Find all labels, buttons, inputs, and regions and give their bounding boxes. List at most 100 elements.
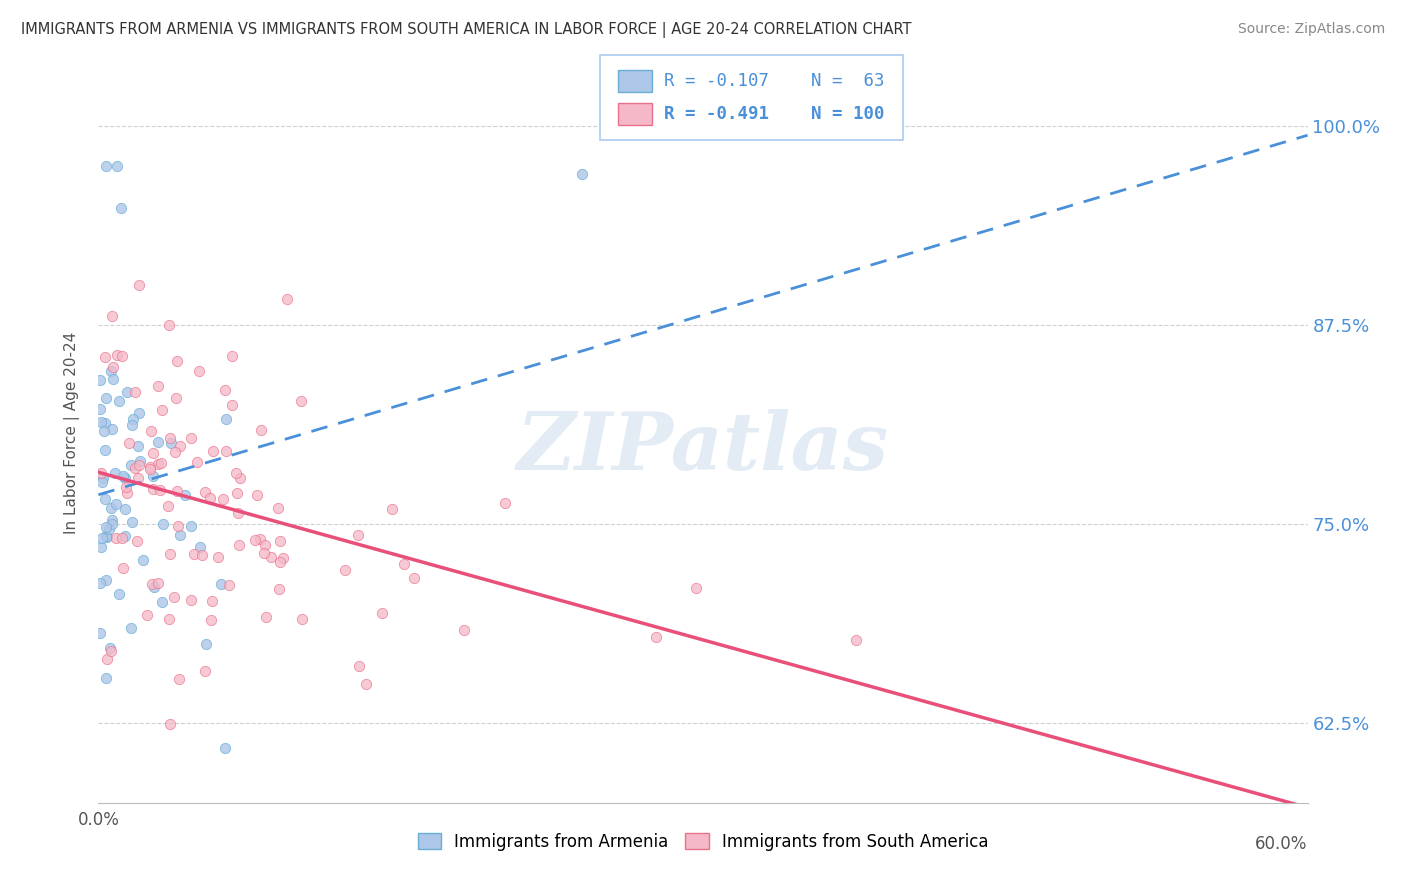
Point <box>165 392 187 406</box>
Point <box>644 630 666 644</box>
Point <box>214 740 236 755</box>
Point <box>96 529 118 543</box>
Point <box>111 561 134 575</box>
Point <box>180 431 202 445</box>
Point <box>94 492 117 507</box>
Point <box>269 582 291 596</box>
Text: IMMIGRANTS FROM ARMENIA VS IMMIGRANTS FROM SOUTH AMERICA IN LABOR FORCE | AGE 20: IMMIGRANTS FROM ARMENIA VS IMMIGRANTS FR… <box>21 22 911 38</box>
Point <box>138 459 160 474</box>
Point <box>90 541 112 555</box>
Point <box>226 507 249 521</box>
Point <box>115 385 138 400</box>
Point <box>114 480 136 494</box>
Point <box>89 625 111 640</box>
Text: R = -0.107    N =  63: R = -0.107 N = 63 <box>664 72 884 90</box>
Point <box>381 502 404 516</box>
Point <box>100 644 122 658</box>
Point <box>91 531 114 545</box>
Point <box>335 563 357 577</box>
Point <box>157 318 180 333</box>
Point <box>96 652 118 666</box>
Point <box>121 418 143 433</box>
Point <box>494 496 516 510</box>
Point <box>128 458 150 473</box>
Point <box>200 613 222 627</box>
Point <box>392 558 415 572</box>
Text: ZIPatlas: ZIPatlas <box>517 409 889 486</box>
Point <box>142 483 165 497</box>
Point <box>128 278 150 293</box>
Point <box>94 391 117 405</box>
Point <box>207 550 229 565</box>
Point <box>221 349 243 363</box>
Point <box>96 530 118 544</box>
Point <box>104 531 127 545</box>
Point <box>110 531 132 545</box>
Point <box>93 417 115 431</box>
Point <box>115 485 138 500</box>
Point <box>142 445 165 459</box>
Point <box>141 424 163 438</box>
Point <box>291 612 314 626</box>
Point <box>243 533 266 547</box>
Point <box>160 435 183 450</box>
Point <box>169 528 191 542</box>
Point <box>128 406 150 420</box>
Point <box>195 637 218 651</box>
Point <box>111 349 134 363</box>
Point <box>94 520 117 534</box>
Point <box>229 471 252 485</box>
Point <box>215 443 238 458</box>
Point <box>93 424 115 438</box>
Point <box>90 466 112 480</box>
Point <box>94 573 117 587</box>
Point <box>143 581 166 595</box>
Point <box>253 545 276 559</box>
Point <box>246 487 269 501</box>
Point <box>105 348 128 362</box>
Point <box>90 415 112 429</box>
Point <box>254 610 277 624</box>
Point <box>127 471 149 485</box>
Point <box>132 553 155 567</box>
Point <box>174 488 197 502</box>
Point <box>121 412 143 426</box>
Point <box>100 364 122 378</box>
Point <box>221 398 243 412</box>
Point <box>371 607 394 621</box>
Point <box>167 673 190 687</box>
Point <box>89 576 111 591</box>
Point <box>845 632 868 647</box>
Point <box>93 443 115 458</box>
Point <box>98 522 121 536</box>
Point <box>129 454 152 468</box>
Point <box>228 538 250 552</box>
Point <box>166 354 188 368</box>
Point <box>250 423 273 437</box>
Point <box>163 591 186 605</box>
FancyBboxPatch shape <box>600 55 903 140</box>
Point <box>249 532 271 546</box>
Point <box>159 431 181 445</box>
Point <box>253 538 276 552</box>
Point <box>188 540 211 554</box>
Point <box>163 445 186 459</box>
Point <box>276 292 298 306</box>
Point <box>124 461 146 475</box>
Point <box>90 475 112 489</box>
Point <box>150 402 173 417</box>
Point <box>202 444 225 458</box>
Point <box>101 372 124 386</box>
Point <box>96 159 118 173</box>
Point <box>100 513 122 527</box>
Point <box>167 519 190 533</box>
Point <box>101 359 124 374</box>
Point <box>269 555 291 569</box>
Point <box>267 501 290 516</box>
Point <box>108 394 131 409</box>
Point <box>214 383 236 397</box>
Point <box>148 435 170 450</box>
Point <box>186 455 208 469</box>
Point <box>159 717 181 731</box>
Point <box>104 466 127 480</box>
